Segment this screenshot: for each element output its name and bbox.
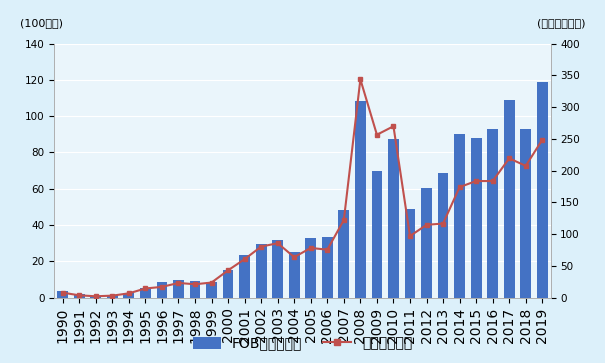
Bar — [57, 291, 68, 298]
数量（右軸） — [456, 185, 463, 189]
数量（右軸） — [423, 223, 430, 227]
数量（右軸） — [208, 280, 215, 285]
Bar — [537, 82, 548, 298]
Bar — [421, 188, 432, 298]
数量（右軸） — [224, 268, 232, 273]
数量（右軸） — [191, 282, 198, 286]
Bar — [322, 237, 333, 298]
Bar — [338, 209, 349, 298]
Bar — [157, 282, 168, 298]
数量（右軸） — [274, 241, 281, 245]
Bar — [239, 255, 250, 298]
Bar — [437, 173, 448, 298]
数量（右軸） — [290, 255, 298, 259]
Bar — [206, 282, 217, 298]
Bar — [90, 296, 101, 298]
Line: 数量（右軸）: 数量（右軸） — [60, 77, 544, 299]
Bar — [272, 240, 283, 298]
数量（右軸） — [109, 293, 116, 298]
Bar — [371, 171, 382, 298]
Text: (キロリットル): (キロリットル) — [537, 18, 585, 28]
Bar — [289, 252, 299, 298]
Bar — [454, 134, 465, 298]
数量（右軸） — [538, 138, 546, 142]
Bar — [487, 129, 498, 298]
数量（右軸） — [241, 257, 248, 261]
数量（右軸） — [307, 246, 315, 250]
数量（右軸） — [407, 234, 414, 238]
数量（右軸） — [522, 164, 529, 168]
Legend: FOB額（左軸）, 数量（右軸）: FOB額（左軸）, 数量（右軸） — [188, 331, 417, 356]
Bar — [173, 280, 184, 298]
数量（右軸） — [439, 221, 446, 226]
Bar — [355, 101, 366, 298]
Bar — [140, 288, 151, 298]
数量（右軸） — [506, 156, 513, 160]
数量（右軸） — [59, 290, 67, 295]
数量（右軸） — [489, 179, 496, 183]
Bar — [107, 295, 118, 298]
数量（右軸） — [125, 291, 132, 295]
Bar — [405, 209, 416, 298]
Bar — [189, 281, 200, 298]
数量（右軸） — [357, 77, 364, 82]
数量（右軸） — [92, 294, 99, 298]
Bar — [520, 129, 531, 298]
Bar — [471, 138, 482, 298]
数量（右軸） — [175, 281, 182, 285]
Bar — [388, 139, 399, 298]
数量（右軸） — [340, 218, 347, 222]
Bar — [123, 293, 134, 298]
数量（右軸） — [159, 285, 166, 289]
数量（右軸） — [258, 244, 265, 249]
数量（右軸） — [473, 179, 480, 183]
数量（右軸） — [373, 132, 381, 137]
数量（右軸） — [76, 293, 83, 298]
Text: (100万円): (100万円) — [20, 18, 63, 28]
Bar — [223, 270, 234, 298]
Bar — [306, 238, 316, 298]
Bar — [74, 294, 85, 298]
数量（右軸） — [390, 124, 397, 129]
数量（右軸） — [324, 248, 331, 252]
数量（右軸） — [142, 286, 149, 291]
Bar — [256, 244, 267, 298]
Bar — [504, 100, 515, 298]
